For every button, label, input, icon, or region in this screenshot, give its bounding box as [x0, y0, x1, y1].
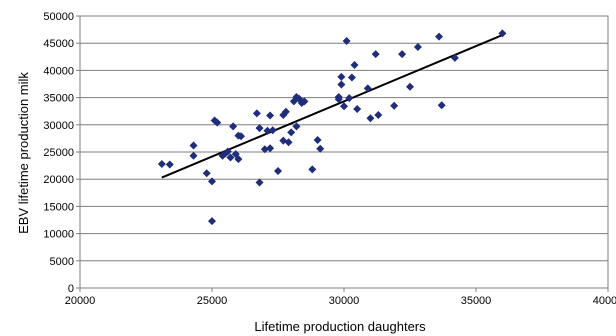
plot-area-border [79, 15, 609, 289]
data-point [202, 169, 211, 178]
data-point [274, 167, 282, 176]
y-tick-label: 35000 [43, 93, 74, 105]
data-point [189, 151, 198, 160]
data-point [334, 93, 343, 102]
y-tick-label: 0 [68, 283, 74, 295]
data-point [234, 155, 243, 164]
x-tick-label: 40000 [593, 295, 616, 307]
data-point [260, 145, 269, 154]
data-point [223, 147, 232, 156]
data-point [350, 60, 359, 69]
data-point [345, 94, 354, 103]
y-tick-label: 10000 [43, 229, 74, 241]
trendline [161, 34, 503, 179]
x-tick-label: 35000 [461, 295, 492, 307]
data-point [366, 114, 375, 123]
y-tick-label: 15000 [43, 201, 74, 213]
y-tick-label: 25000 [43, 147, 74, 159]
data-point [337, 80, 346, 89]
data-point [213, 118, 222, 127]
data-point [347, 73, 356, 82]
x-axis-title: Lifetime production daughters [254, 319, 426, 334]
data-point [255, 178, 264, 187]
data-point [316, 144, 325, 153]
data-point [208, 217, 216, 226]
y-tick-label: 30000 [43, 120, 74, 132]
data-point [237, 132, 246, 141]
data-point [406, 82, 414, 91]
axes [79, 15, 609, 292]
data-point [292, 122, 301, 131]
x-tick-labels: 20000 25000 30000 35000 40000 [65, 295, 616, 307]
data-point [287, 128, 296, 137]
data-point [263, 126, 272, 135]
x-tick-label: 30000 [329, 295, 360, 307]
data-point [363, 84, 372, 93]
trendline-layer [161, 34, 503, 179]
data-point [437, 101, 446, 110]
data-point [498, 29, 507, 38]
data-point [390, 101, 399, 110]
y-tick-label: 40000 [43, 65, 74, 77]
data-point [165, 160, 174, 169]
y-axis-title: EBV lifetime production milk [16, 72, 31, 234]
data-point [229, 122, 238, 131]
data-point [342, 37, 351, 46]
y-tick-label: 45000 [43, 38, 74, 50]
data-point [398, 50, 407, 59]
data-point [266, 144, 275, 153]
data-point [226, 153, 235, 162]
y-tick-label: 50000 [43, 11, 74, 23]
gridlines [76, 15, 608, 289]
x-tick-label: 25000 [197, 295, 228, 307]
data-point [157, 159, 166, 168]
data-point [252, 109, 261, 118]
data-point [308, 165, 317, 174]
data-point [337, 72, 346, 81]
data-points [157, 29, 507, 226]
data-point [300, 97, 309, 106]
y-tick-label: 5000 [50, 256, 74, 268]
y-tick-label: 20000 [43, 174, 74, 186]
data-point [208, 177, 216, 186]
data-point [435, 32, 444, 41]
data-point [268, 126, 277, 135]
data-point [266, 111, 275, 120]
data-point [313, 136, 322, 145]
data-point [340, 102, 348, 111]
data-point [189, 141, 198, 150]
x-tick-label: 20000 [65, 295, 96, 307]
data-point [413, 43, 422, 52]
data-point [371, 50, 380, 59]
data-point [255, 124, 264, 133]
data-point [353, 105, 362, 114]
y-tick-labels: 0 5000 10000 15000 20000 25000 30000 35000 40000… [43, 11, 74, 295]
data-point [281, 107, 290, 116]
data-point [450, 53, 459, 62]
data-point [284, 138, 293, 147]
data-point [374, 111, 383, 120]
